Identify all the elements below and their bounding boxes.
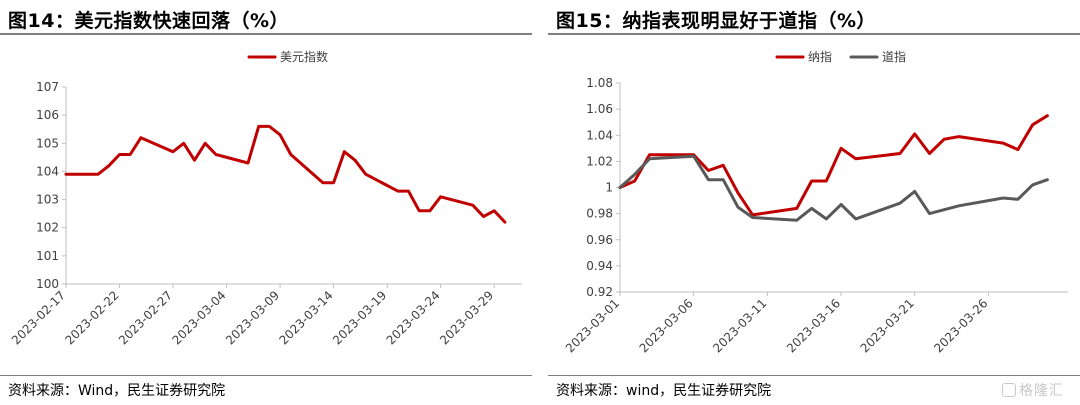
x-tick-label: 2023-02-22 (62, 288, 121, 347)
x-tick-label: 2023-03-24 (384, 288, 443, 347)
legend-label: 纳指 (808, 49, 832, 64)
y-tick-label: 1.02 (586, 154, 613, 168)
watermark-logo-icon (1002, 383, 1016, 397)
x-tick-label: 2023-03-16 (784, 296, 843, 355)
y-tick-label: 0.96 (586, 233, 613, 247)
watermark-text: 格隆汇 (1019, 383, 1064, 399)
y-tick-label: 101 (36, 249, 59, 263)
chart-title: 图15：纳指表现明显好于道指（%） (556, 10, 876, 32)
source-divider (0, 375, 532, 376)
y-tick-label: 105 (36, 136, 59, 150)
y-tick-label: 0.98 (586, 207, 613, 221)
x-tick-label: 2023-03-14 (277, 288, 336, 347)
y-tick-label: 102 (36, 221, 59, 235)
x-tick-label: 2023-03-09 (223, 288, 282, 347)
title-divider (0, 33, 532, 35)
source-note: 资料来源：Wind，民生证券研究院 (8, 383, 226, 399)
x-tick-label: 2023-02-27 (116, 288, 175, 347)
chart-panel-dollar-index: 图14：美元指数快速回落（%） 100 101 102 103 104 105 106 107… (0, 0, 532, 405)
watermark: 格隆汇 (1002, 380, 1064, 400)
x-tick-label: 2023-03-06 (637, 296, 696, 355)
y-tick-label: 104 (36, 164, 59, 178)
source-note: 资料来源：wind，民生证券研究院 (556, 383, 772, 399)
y-tick-label: 106 (36, 108, 59, 122)
chart-title: 图14：美元指数快速回落（%） (8, 10, 289, 32)
series-line (618, 114, 1049, 217)
y-tick-label: 0.94 (586, 259, 613, 273)
dollar-index-line-chart: 1001011021031041051061072023-02-172023-0… (9, 49, 522, 347)
chart-panel-nasdaq-dow: 图15：纳指表现明显好于道指（%） 0.92 0.94 0.96 0.98 1 1.02 1… (548, 0, 1080, 405)
x-tick-label: 2023-03-26 (931, 296, 990, 355)
x-tick-label: 2023-03-11 (710, 296, 769, 355)
y-tick-label: 103 (36, 193, 59, 207)
x-tick-label: 2023-02-17 (9, 288, 68, 347)
title-divider (548, 33, 1080, 35)
y-tick-label: 0.92 (586, 285, 613, 299)
series-line (64, 124, 507, 224)
series-line (618, 154, 1049, 222)
x-tick-label: 2023-03-04 (169, 288, 228, 347)
nasdaq-dow-line-chart: 0.92 0.94 0.96 0.98 1 1.02 1.04 1.06 1.08 2023-03… (563, 49, 1068, 355)
y-tick-label: 1.04 (586, 128, 613, 142)
y-tick-label: 1 (605, 181, 613, 195)
y-tick-label: 107 (36, 80, 59, 94)
y-tick-label: 100 (36, 277, 59, 291)
y-tick-label: 1.06 (586, 102, 613, 116)
legend-label: 道指 (882, 49, 906, 64)
legend-label: 美元指数 (280, 49, 328, 64)
x-tick-label: 2023-03-19 (330, 288, 389, 347)
y-tick-label: 1.08 (586, 76, 613, 90)
source-divider (548, 375, 1080, 376)
x-tick-label: 2023-03-21 (858, 296, 917, 355)
x-tick-label: 2023-03-29 (437, 288, 496, 347)
x-tick-label: 2023-03-01 (563, 296, 622, 355)
